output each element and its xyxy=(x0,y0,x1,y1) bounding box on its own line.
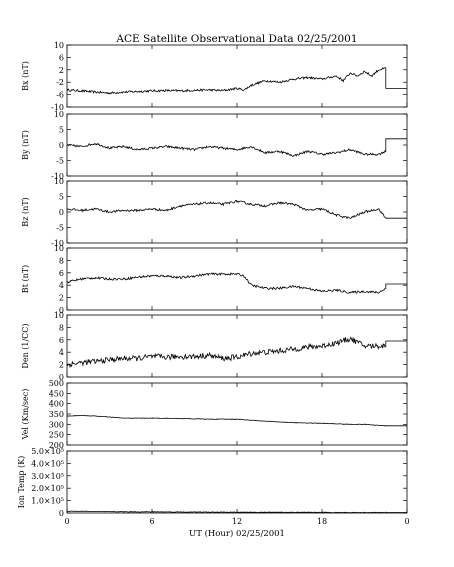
y-tick-label: -5 xyxy=(56,157,64,166)
y-tick-label: 5 xyxy=(59,193,64,202)
y-tick-label: 6 xyxy=(59,336,64,345)
y-tick-label: -2 xyxy=(56,78,64,87)
panel-7: 5.0×10⁵ 4.0×10⁵ 3.0×10⁵ 2.0×10⁵ 1.0×10⁵ 0 Ion … xyxy=(17,447,408,518)
y-tick-label: 250 xyxy=(49,431,64,440)
y-tick-label: 6 xyxy=(59,53,64,62)
chart-title: ACE Satellite Observational Data 02/25/2… xyxy=(115,33,357,45)
panel-5: 10 8 6 4 2 0 Den (1/CC) xyxy=(21,311,408,382)
y-tick-label: 0 xyxy=(59,306,64,315)
y-tick-label: -10 xyxy=(51,103,64,112)
panel-frame xyxy=(66,314,408,378)
y-tick-label: 2 xyxy=(59,361,64,370)
y-tick-label: 8 xyxy=(59,323,64,332)
y-axis-label: Ion Temp (K) xyxy=(17,456,26,509)
x-ticks-group: 0 6 12 18 0 xyxy=(64,517,409,526)
series-line xyxy=(66,199,407,220)
x-tick-label: 0 xyxy=(64,517,69,526)
panel-frame xyxy=(66,113,408,177)
y-tick-label: 3.0×10⁵ xyxy=(31,472,64,481)
series-line xyxy=(66,510,407,514)
y-tick-label: 8 xyxy=(59,256,64,265)
y-tick-label: 300 xyxy=(49,420,64,429)
panel-frame xyxy=(66,382,408,446)
x-axis-label: UT (Hour) 02/25/2001 xyxy=(189,528,285,539)
series-line xyxy=(66,138,407,157)
y-tick-label: 0 xyxy=(59,373,64,382)
y-tick-label: -10 xyxy=(51,239,64,248)
x-tick-label: 12 xyxy=(232,517,242,526)
y-axis-label: Bt (nT) xyxy=(21,265,30,293)
y-tick-label: -10 xyxy=(51,172,64,181)
y-tick-label: 200 xyxy=(49,441,64,450)
y-tick-label: 0 xyxy=(59,141,64,150)
y-tick-label: 1.0×10⁵ xyxy=(31,497,64,506)
y-tick-label: 5.0×10⁵ xyxy=(31,447,64,456)
y-tick-label: 2 xyxy=(59,66,64,75)
x-tick-label: 18 xyxy=(317,517,327,526)
y-tick-label: 0 xyxy=(59,208,64,217)
y-axis-label: Bz (nT) xyxy=(21,197,30,226)
series-line xyxy=(66,272,407,294)
y-tick-label: 10 xyxy=(54,244,64,253)
y-tick-label: 350 xyxy=(49,410,64,419)
series-line xyxy=(66,336,407,369)
y-tick-label: 5 xyxy=(59,126,64,135)
panel-frame xyxy=(66,450,408,514)
x-tick-label: 0 xyxy=(404,517,409,526)
y-tick-label: 6 xyxy=(59,269,64,278)
y-tick-label: 4 xyxy=(59,281,64,290)
panel-2: 10 5 0 -5 -10 By (nT) xyxy=(21,110,408,181)
y-axis-label: By (nT) xyxy=(21,130,30,160)
y-axis-label: Den (1/CC) xyxy=(21,323,30,368)
y-tick-label: 0 xyxy=(59,509,64,518)
y-tick-label: 10 xyxy=(54,110,64,119)
y-tick-label: 4 xyxy=(59,348,64,357)
x-tick-label: 6 xyxy=(149,517,154,526)
y-tick-label: -5 xyxy=(56,224,64,233)
y-tick-label: 2.0×10⁵ xyxy=(31,484,64,493)
series-line xyxy=(66,67,407,95)
y-tick-label: 2 xyxy=(59,294,64,303)
panel-frame xyxy=(66,180,408,244)
y-axis-label: Bx (nT) xyxy=(21,61,30,91)
panel-1: 10 6 2 -2 -6 -10 Bx (nT) xyxy=(21,41,408,112)
y-tick-label: 500 xyxy=(49,379,64,388)
panel-3: 10 5 0 -5 -10 Bz (nT) xyxy=(21,177,408,248)
y-tick-label: 450 xyxy=(49,389,64,398)
panel-4: 10 8 6 4 2 0 Bt (nT) xyxy=(21,244,408,315)
y-tick-label: -6 xyxy=(56,91,64,100)
y-tick-label: 400 xyxy=(49,400,64,409)
y-tick-label: 4.0×10⁵ xyxy=(31,459,64,468)
y-axis-label: Vel (Km/sec) xyxy=(21,389,30,441)
panels-group: 10 6 2 -2 -6 -10 Bx (nT) 10 5 0 -5 -10 By (nT) 10 5 0 -5… xyxy=(17,41,408,518)
y-tick-label: 10 xyxy=(54,177,64,186)
y-tick-label: 10 xyxy=(54,311,64,320)
series-line xyxy=(66,414,407,427)
y-tick-label: 10 xyxy=(54,41,64,50)
